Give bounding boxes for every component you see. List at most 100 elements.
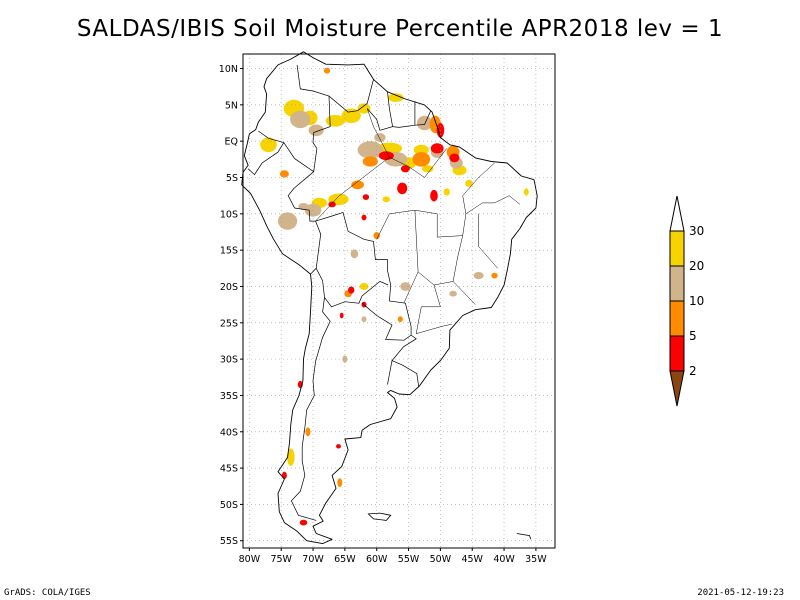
lon-tick-label: 50W — [430, 554, 452, 565]
axis-tick-labels: 10N 5N EQ 5S 10S 15S 20S 25S 30S 35S 40S 45S 50S 55S8… — [219, 64, 547, 565]
lat-tick-label: 15S — [220, 246, 238, 257]
colorbar: 30 20 10 5 2 — [669, 195, 704, 407]
colorbar-segment — [669, 335, 685, 372]
percentile-patch — [325, 115, 345, 127]
country-border — [258, 96, 331, 173]
lat-tick-label: 30S — [220, 355, 238, 366]
country-border — [247, 142, 285, 176]
lat-tick-label: 50S — [220, 500, 238, 511]
colorbar-label: 2 — [689, 364, 697, 378]
percentile-patch — [357, 103, 371, 114]
percentile-patch — [328, 201, 336, 208]
coastlines-borders — [241, 51, 538, 545]
percentile-patch — [290, 110, 311, 129]
state-border — [376, 162, 495, 240]
percentile-patch — [362, 194, 370, 201]
percentile-patch — [337, 478, 343, 487]
country-border — [315, 268, 389, 308]
footer-credit: GrADS: COLA/IGES — [4, 588, 91, 598]
percentile-patch — [449, 153, 460, 163]
percentile-patch — [362, 156, 378, 167]
colorbar-bottom-triangle — [669, 370, 685, 407]
state-border — [415, 284, 452, 335]
percentile-patch — [473, 272, 484, 280]
percentile-patch — [430, 189, 438, 202]
colorbar-segment — [669, 300, 685, 337]
lat-tick-label: 5S — [226, 173, 238, 184]
lat-tick-label: 10S — [220, 209, 238, 220]
colorbar-label: 20 — [689, 259, 704, 273]
percentile-patch — [350, 249, 359, 259]
lat-tick-label: 55S — [220, 536, 238, 547]
state-border — [403, 271, 419, 303]
country-border — [392, 101, 416, 128]
state-border — [494, 195, 521, 205]
percentile-patch — [339, 312, 344, 319]
lat-tick-label: 35S — [220, 391, 238, 402]
lon-tick-label: 40W — [493, 554, 515, 565]
percentile-patch — [351, 180, 364, 190]
lat-tick-label: 45S — [220, 464, 238, 475]
percentile-patch — [422, 165, 434, 173]
lat-tick-label: 40S — [220, 427, 238, 438]
percentile-shading-layer — [260, 67, 529, 526]
country-border — [391, 334, 420, 387]
south-georgia-island — [516, 533, 532, 540]
lon-tick-label: 60W — [366, 554, 388, 565]
footer-timestamp: 2021-05-12-19:23 — [697, 588, 784, 598]
lat-tick-label: EQ — [225, 137, 238, 148]
percentile-patch — [342, 355, 348, 363]
continent-coastline — [241, 51, 538, 545]
percentile-patch — [397, 316, 403, 323]
percentile-patch — [287, 448, 295, 466]
percentile-patch — [465, 179, 473, 187]
lon-tick-label: 65W — [334, 554, 356, 565]
percentile-patch — [400, 282, 411, 291]
country-border — [366, 91, 393, 131]
lon-tick-label: 35W — [525, 554, 547, 565]
lon-tick-label: 55W — [398, 554, 420, 565]
map-frame — [242, 53, 556, 549]
colorbar-segment — [669, 230, 685, 267]
country-border — [287, 171, 322, 275]
percentile-patch — [397, 182, 408, 195]
lat-lon-grid — [243, 54, 555, 548]
percentile-patch — [523, 188, 529, 196]
country-border — [414, 110, 432, 126]
percentile-patch — [388, 93, 404, 102]
percentile-patch — [374, 133, 386, 142]
percentile-patch — [336, 444, 341, 449]
percentile-patch — [412, 152, 431, 167]
percentile-patch — [299, 519, 308, 526]
percentile-patch — [400, 165, 410, 173]
state-border — [366, 108, 447, 178]
state-border — [478, 213, 498, 269]
colorbar-top-triangle — [669, 195, 685, 232]
lat-tick-label: 25S — [220, 318, 238, 329]
percentile-patch — [430, 143, 444, 154]
colorbar-label: 30 — [689, 224, 704, 238]
percentile-patch — [416, 115, 433, 131]
percentile-patch — [348, 286, 355, 294]
lat-tick-label: 10N — [219, 64, 238, 75]
lon-tick-label: 70W — [302, 554, 324, 565]
percentile-patch — [260, 137, 277, 153]
percentile-patch — [491, 272, 498, 279]
percentile-patch — [278, 212, 298, 230]
percentile-patch — [413, 144, 429, 155]
percentile-patch — [323, 67, 331, 74]
colorbar-segment — [669, 265, 685, 302]
percentile-patch — [378, 151, 394, 161]
country-border — [315, 211, 392, 286]
colorbar-label: 5 — [689, 329, 697, 343]
percentile-patch — [341, 108, 361, 124]
colorbar-label: 10 — [689, 294, 704, 308]
percentile-patch — [449, 290, 457, 297]
lon-tick-label: 80W — [239, 554, 261, 565]
country-border — [361, 284, 412, 341]
percentile-patch — [308, 124, 324, 137]
state-border — [414, 210, 463, 286]
percentile-patch — [443, 188, 450, 196]
percentile-patch — [373, 232, 380, 240]
